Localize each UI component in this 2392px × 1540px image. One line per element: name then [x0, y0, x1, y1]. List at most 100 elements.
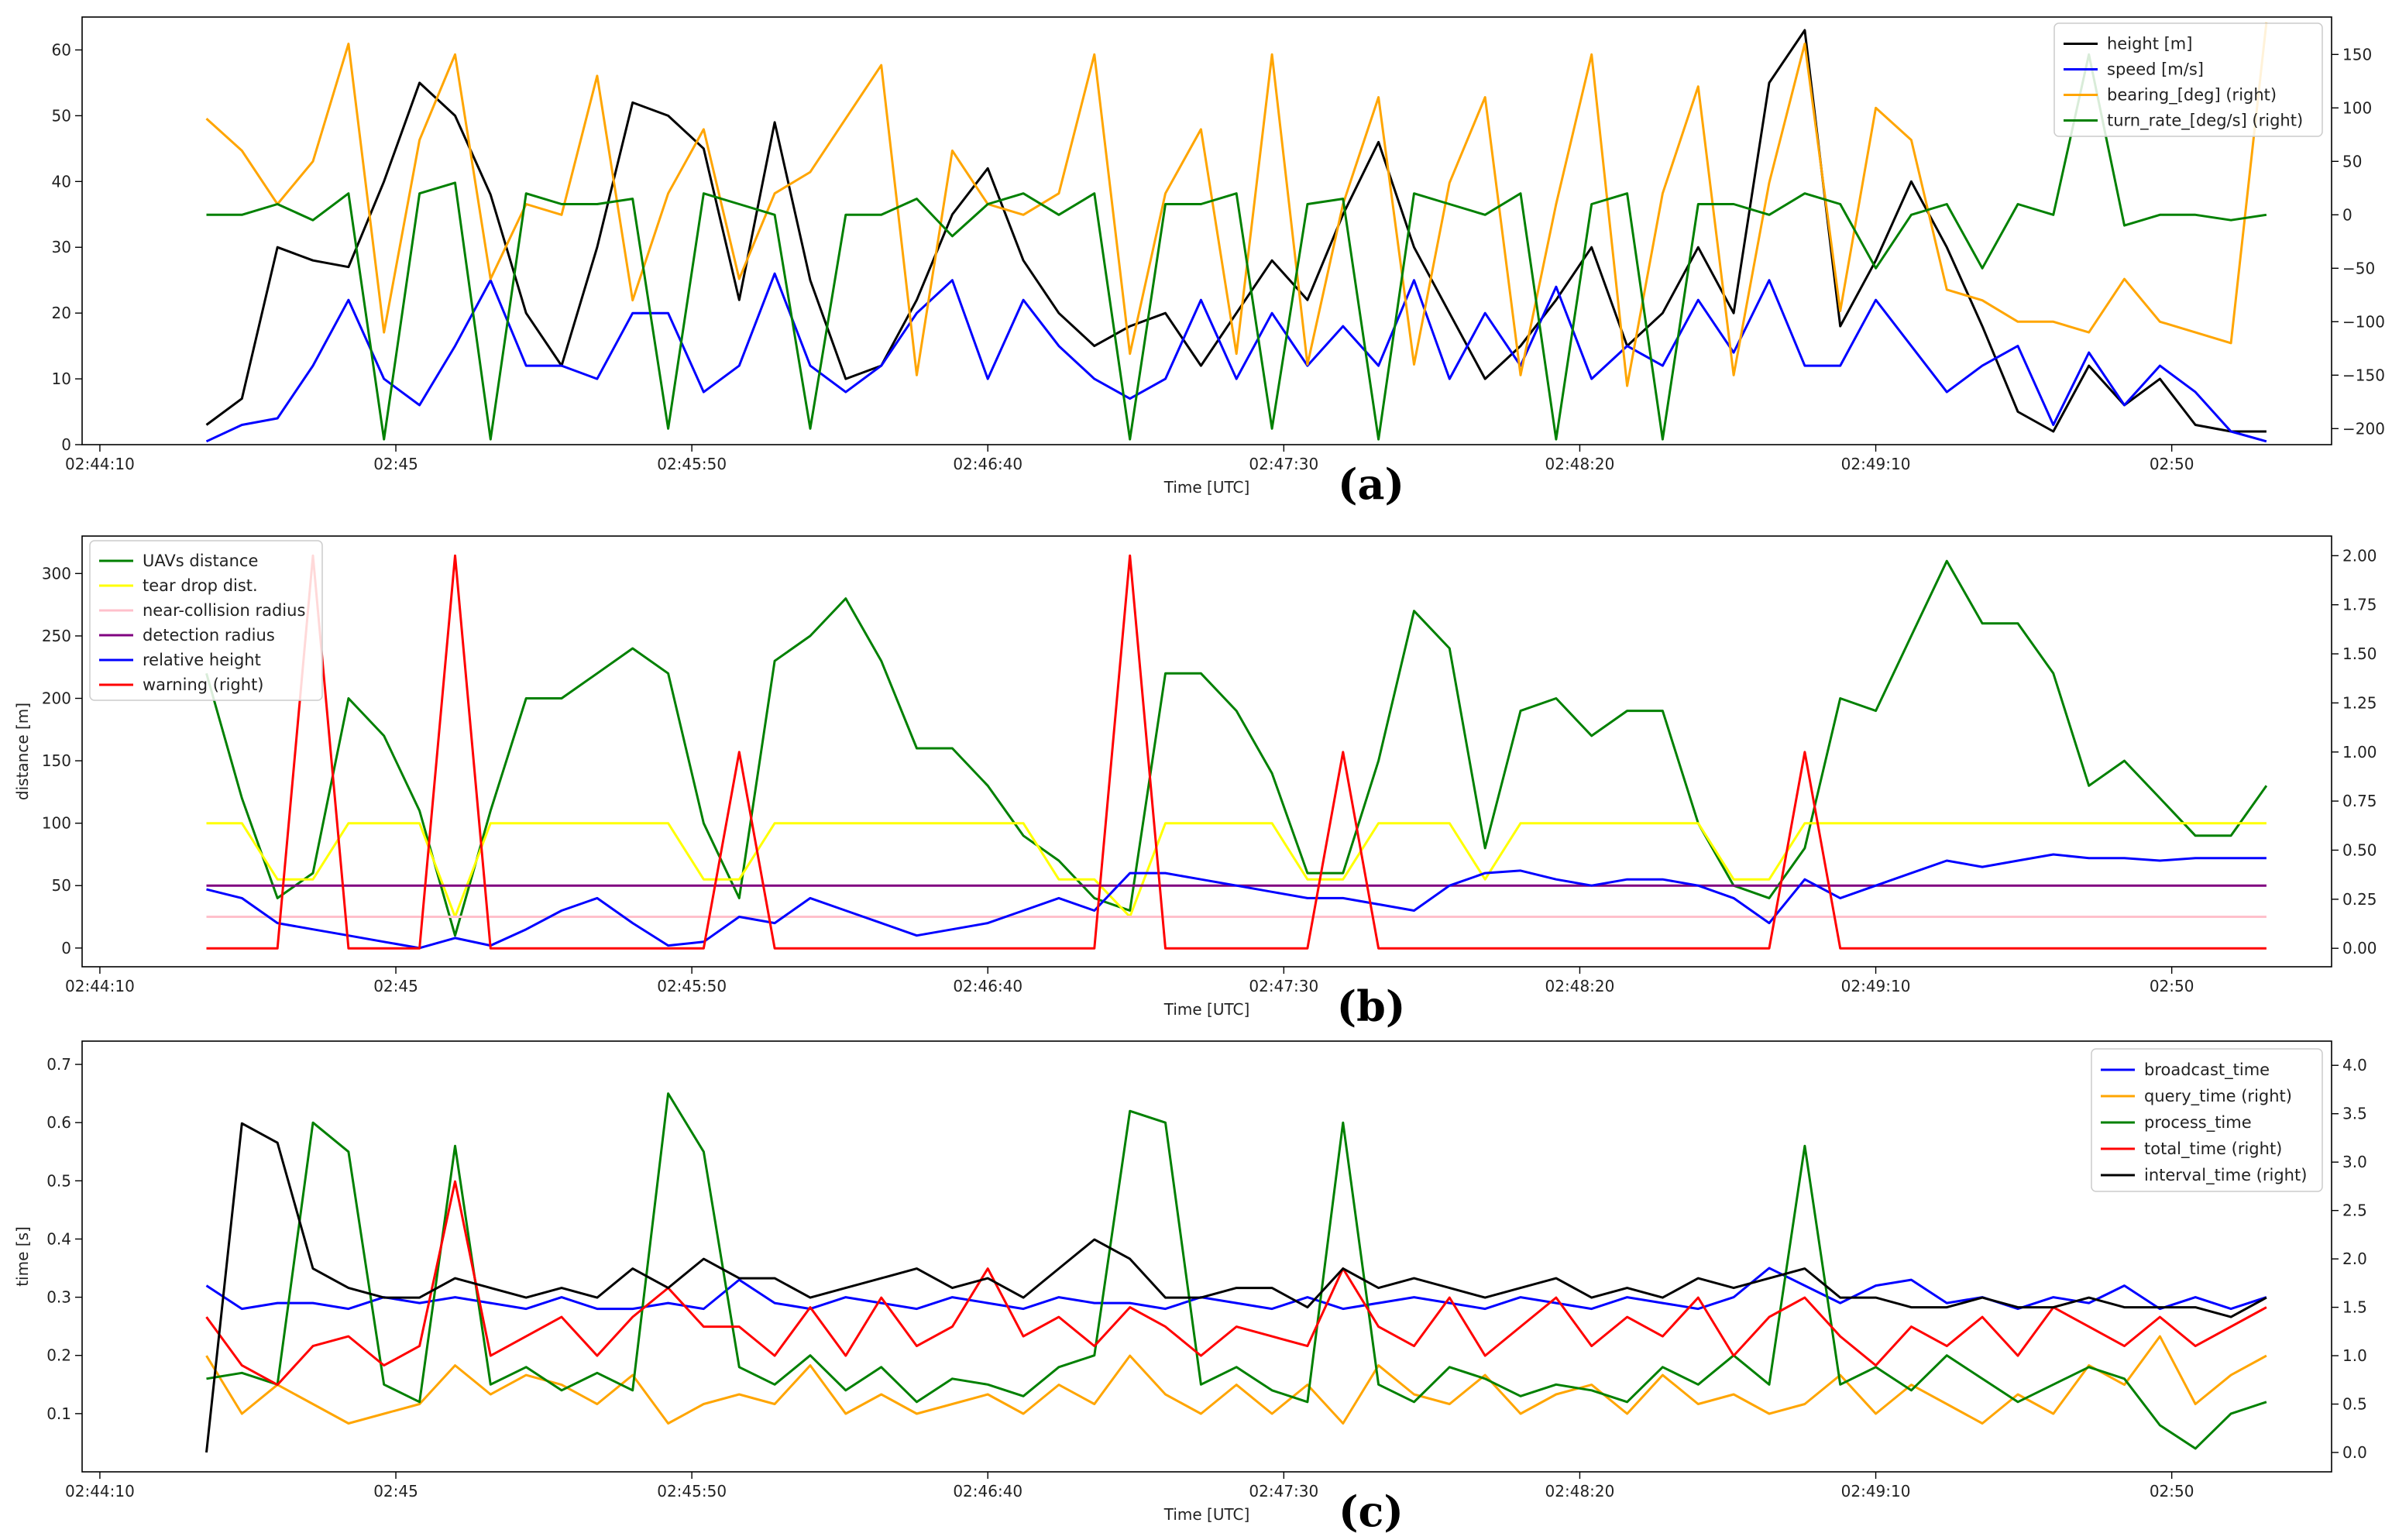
series-line-warning-right- [206, 554, 2267, 950]
legend-entry: UAVs distance [143, 552, 258, 570]
x-tick-label: 02:45 [373, 455, 418, 473]
legend-entry: speed [m/s] [2107, 60, 2204, 79]
x-tick-label: 02:50 [2150, 1482, 2194, 1500]
y2-tick-label: −50 [2342, 259, 2375, 277]
y-tick-label: 0.5 [46, 1171, 71, 1190]
x-tick-label: 02:44:10 [65, 455, 135, 473]
y-axis-label: distance [m] [13, 703, 32, 800]
y2-tick-label: 150 [2342, 45, 2372, 64]
legend-entry: turn_rate_[deg/s] (right) [2107, 112, 2303, 131]
x-tick-label: 02:44:10 [65, 977, 135, 995]
series-line-query-time-right- [205, 1335, 2267, 1425]
x-tick-label: 02:49:10 [1841, 1482, 1911, 1500]
x-tick-label: 02:45:50 [657, 455, 727, 473]
y-axis-label: time [s] [13, 1226, 32, 1287]
y2-tick-label: −100 [2342, 312, 2385, 331]
series-line-bearing-deg-right- [205, 22, 2268, 387]
x-tick-label: 02:49:10 [1841, 977, 1911, 995]
x-tick-label: 02:44:10 [65, 1482, 135, 1500]
legend-entry: broadcast_time [2144, 1060, 2270, 1080]
series-line-total-time-right- [205, 1180, 2267, 1387]
x-tick-label: 02:50 [2150, 455, 2194, 473]
panel-label: (c) [1339, 1487, 1404, 1536]
legend-box [2053, 22, 2323, 137]
x-tick-label: 02:48:20 [1545, 977, 1615, 995]
y2-tick-label: 0.00 [2342, 939, 2377, 957]
plot-frame [81, 1040, 2332, 1473]
y2-tick-label: 0 [2342, 205, 2352, 224]
x-tick-label: 02:45:50 [657, 1482, 727, 1500]
x-tick-label: 02:46:40 [953, 1482, 1022, 1500]
series-line-process-time [206, 1092, 2267, 1450]
series-line-speed-m-s- [205, 272, 2267, 443]
y-tick-label: 0 [61, 435, 71, 454]
x-tick-label: 02:46:40 [953, 977, 1022, 995]
legend-entry: detection radius [143, 626, 275, 645]
legend: height [m] speed [m/s] bearing_[deg] (righ… [2053, 22, 2323, 137]
y-tick-label: 40 [52, 172, 71, 191]
x-tick-label: 02:45 [373, 1482, 418, 1500]
y-tick-label: 0 [61, 939, 71, 957]
x-tick-label: 02:47:30 [1249, 977, 1318, 995]
y2-tick-label: 1.50 [2342, 645, 2377, 663]
y2-tick-label: 2.00 [2342, 546, 2377, 565]
series-line-uavs-distance [205, 559, 2268, 937]
x-tick-label: 02:45 [373, 977, 418, 995]
y-tick-label: 300 [42, 564, 71, 583]
y2-tick-label: 2.5 [2342, 1201, 2367, 1220]
legend-entry: bearing_[deg] (right) [2107, 86, 2277, 105]
y2-tick-label: 4.0 [2342, 1056, 2367, 1074]
y-tick-label: 10 [52, 370, 71, 388]
y-tick-label: 0.2 [46, 1346, 71, 1365]
y-tick-label: 0.6 [46, 1113, 71, 1132]
y2-tick-label: 1.25 [2342, 693, 2377, 712]
chart-panel-2: 02:44:10 02:45 02:45:50 02:46:40 02:47:30 02:… [13, 535, 2377, 1031]
x-axis-label: Time [UTC] [1163, 478, 1250, 497]
y2-tick-label: 2.0 [2342, 1250, 2367, 1268]
y2-tick-label: 1.5 [2342, 1298, 2367, 1317]
series-line-turn-rate-deg-s-right- [206, 53, 2267, 441]
y2-tick-label: 0.0 [2342, 1443, 2367, 1462]
y-tick-label: 0.1 [46, 1404, 71, 1423]
chart-panel-1: 02:44:10 02:45 02:45:50 02:46:40 02:47:30 02:… [52, 16, 2385, 509]
y2-tick-label: 3.5 [2342, 1105, 2367, 1123]
y-tick-label: 50 [52, 106, 71, 125]
x-axis-label: Time [UTC] [1163, 1505, 1250, 1524]
y-tick-label: 150 [42, 751, 71, 770]
y-tick-label: 100 [42, 814, 71, 833]
y-tick-label: 50 [52, 876, 71, 895]
x-tick-label: 02:48:20 [1545, 455, 1615, 473]
legend: UAVs distance tear drop dist. near-collisi… [89, 540, 323, 701]
legend-entry: process_time [2144, 1113, 2252, 1133]
y2-tick-label: 0.25 [2342, 890, 2377, 909]
y2-tick-label: −150 [2342, 366, 2385, 384]
legend-entry: query_time (right) [2144, 1087, 2292, 1106]
series-line-tear-drop-dist- [206, 822, 2267, 918]
y-tick-label: 200 [42, 689, 71, 708]
y2-tick-label: 1.0 [2342, 1346, 2367, 1365]
plot-frame [81, 535, 2332, 968]
x-tick-label: 02:48:20 [1545, 1482, 1615, 1500]
x-tick-label: 02:46:40 [953, 455, 1022, 473]
series-line-interval-time-right- [205, 1122, 2267, 1453]
legend-entry: total_time (right) [2144, 1140, 2282, 1159]
series-line-height-m- [205, 29, 2267, 433]
legend-box [2091, 1048, 2323, 1192]
y2-tick-label: 1.75 [2342, 596, 2377, 614]
y2-tick-label: 0.75 [2342, 792, 2377, 810]
x-tick-label: 02:45:50 [657, 977, 727, 995]
legend-entry: warning (right) [143, 675, 264, 694]
y-tick-label: 0.7 [46, 1055, 71, 1074]
legend-entry: near-collision radius [143, 601, 305, 620]
panel-label: (a) [1338, 459, 1404, 509]
y2-tick-label: 100 [2342, 98, 2372, 117]
x-tick-label: 02:50 [2150, 977, 2194, 995]
y2-tick-label: −200 [2342, 419, 2385, 438]
x-tick-label: 02:49:10 [1841, 455, 1911, 473]
y-tick-label: 0.4 [46, 1229, 71, 1248]
y-tick-label: 30 [52, 238, 71, 256]
y-tick-label: 250 [42, 627, 71, 645]
plot-frame [81, 16, 2332, 445]
y2-tick-label: 0.5 [2342, 1395, 2367, 1414]
